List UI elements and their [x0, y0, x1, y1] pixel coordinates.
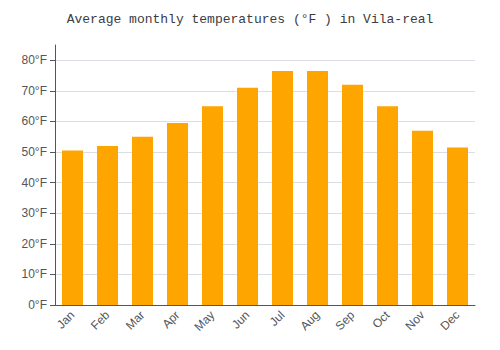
svg-text:50°F: 50°F	[22, 145, 47, 159]
svg-text:30°F: 30°F	[22, 206, 47, 220]
svg-text:Sep: Sep	[332, 308, 357, 333]
svg-text:Dec: Dec	[437, 308, 462, 333]
svg-text:40°F: 40°F	[22, 176, 47, 190]
svg-text:Jul: Jul	[267, 308, 288, 329]
svg-text:Apr: Apr	[159, 308, 182, 331]
svg-text:20°F: 20°F	[22, 237, 47, 251]
svg-text:Jun: Jun	[229, 308, 253, 332]
svg-text:Mar: Mar	[123, 308, 148, 332]
svg-text:70°F: 70°F	[22, 84, 47, 98]
svg-text:Average monthly temperatures (: Average monthly temperatures (°F ) in Vi…	[67, 12, 434, 27]
svg-text:10°F: 10°F	[22, 267, 47, 281]
svg-text:80°F: 80°F	[22, 53, 47, 67]
svg-text:Jan: Jan	[54, 308, 78, 332]
svg-text:Feb: Feb	[88, 308, 113, 333]
svg-text:Oct: Oct	[369, 308, 393, 332]
svg-text:May: May	[192, 308, 218, 334]
svg-text:Aug: Aug	[297, 308, 322, 333]
svg-text:Nov: Nov	[402, 308, 427, 333]
svg-text:0°F: 0°F	[28, 298, 47, 312]
svg-text:60°F: 60°F	[22, 114, 47, 128]
